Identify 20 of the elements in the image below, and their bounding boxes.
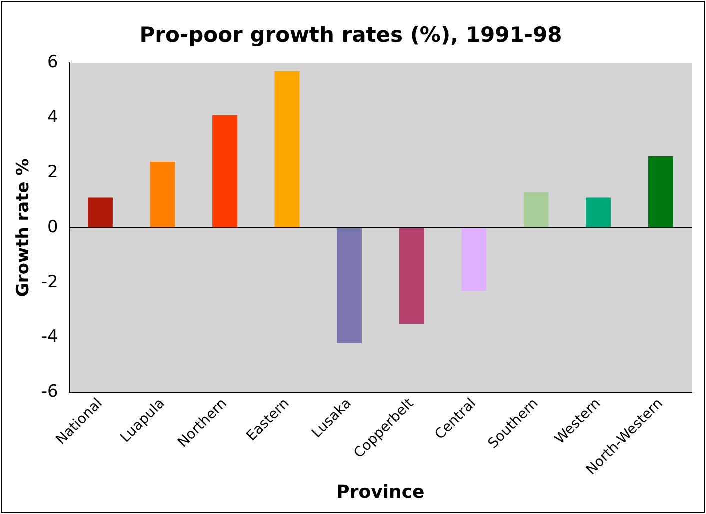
bar (399, 228, 424, 324)
bar (150, 162, 176, 228)
y-tick-label: -4 (41, 327, 58, 348)
x-axis-title: Province (336, 482, 425, 503)
y-tick-label: 4 (48, 108, 58, 128)
bar (648, 156, 674, 228)
bar (524, 192, 549, 228)
bar (88, 198, 113, 228)
chart-title: Pro-poor growth rates (%), 1991-98 (140, 23, 562, 48)
bar (462, 228, 487, 292)
y-tick-label: -2 (41, 272, 58, 292)
bar (274, 71, 300, 228)
y-axis-title: Growth rate % (14, 158, 34, 298)
bar (212, 115, 238, 228)
bar (337, 228, 362, 344)
y-tick-label: 2 (48, 162, 58, 182)
y-tick-label: 0 (48, 217, 58, 238)
bar (586, 198, 612, 228)
y-tick-label: -6 (41, 382, 58, 402)
y-tick-label: 6 (48, 52, 58, 73)
